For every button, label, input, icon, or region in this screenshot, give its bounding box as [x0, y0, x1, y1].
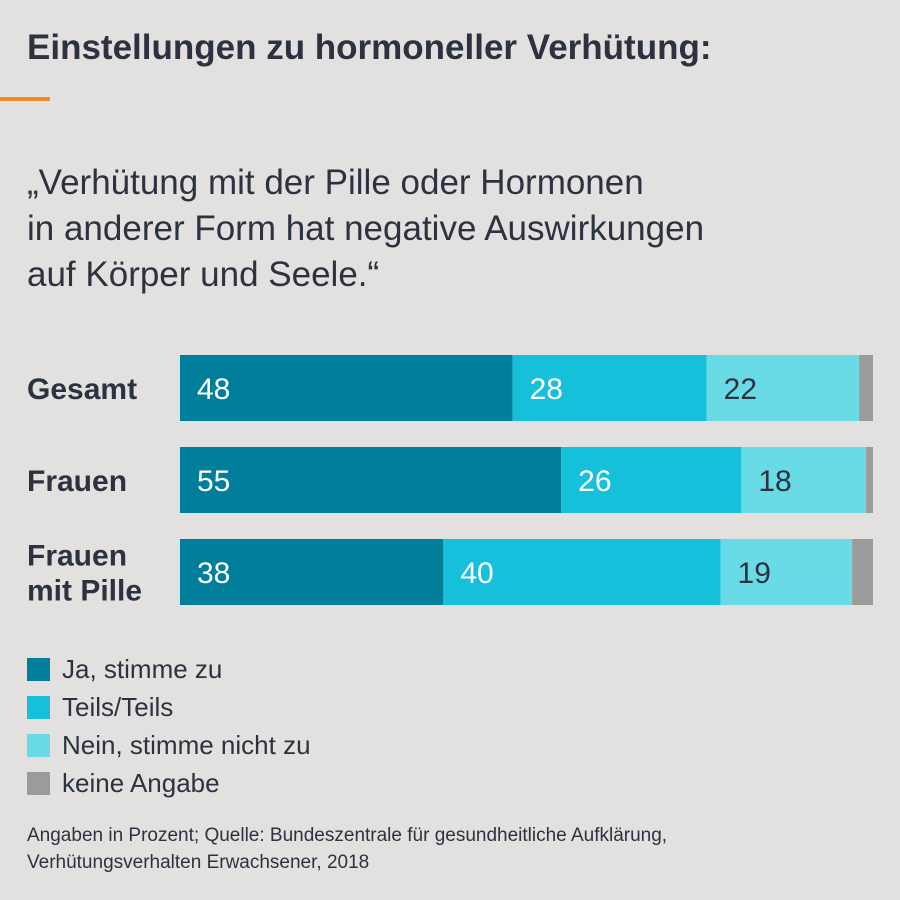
data-label: 48: [197, 373, 230, 406]
legend-swatch: [27, 695, 50, 719]
legend-label: Ja, stimme zu: [62, 653, 223, 684]
bar-row-gesamt: Gesamt 48 28 22: [27, 355, 873, 421]
bar-segment-keine-angabe: [859, 355, 873, 421]
data-label: 19: [738, 557, 771, 590]
data-label: 55: [197, 465, 230, 498]
bar-segment-ja-stimme-zu: [180, 539, 444, 605]
legend-swatch: [27, 657, 50, 681]
data-label: 26: [578, 465, 611, 498]
legend-label: Teils/Teils: [62, 691, 174, 722]
data-label: 22: [724, 373, 757, 406]
title-accent-rule: [0, 97, 50, 101]
category-label: Frauen: [27, 540, 127, 573]
category-label: Frauen: [27, 465, 127, 498]
subtitle-line: auf Körper und Seele.“: [27, 255, 380, 294]
bar-segment-keine-angabe: [866, 447, 873, 513]
bar-segment-ja-stimme-zu: [180, 447, 562, 513]
bar-segment-teils-teils: [443, 539, 721, 605]
category-label: Gesamt: [27, 373, 137, 406]
chart-title: Einstellungen zu hormoneller Verhütung:: [27, 28, 712, 67]
bar-segment-teils-teils: [561, 447, 742, 513]
data-label: 40: [460, 557, 493, 590]
bar-segment-teils-teils: [512, 355, 707, 421]
subtitle-line: in anderer Form hat negative Auswirkunge…: [27, 209, 705, 248]
data-label: 38: [197, 557, 230, 590]
bar-segment-nein-stimme-nicht-zu: [720, 539, 853, 605]
source-line: Angaben in Prozent; Quelle: Bundeszentra…: [27, 825, 668, 846]
data-label: 18: [758, 465, 791, 498]
subtitle-line: „Verhütung mit der Pille oder Hormonen: [27, 163, 644, 202]
legend-swatch: [27, 733, 50, 757]
legend-item-nein: Nein, stimme nicht zu: [27, 726, 527, 764]
data-label: 28: [530, 373, 563, 406]
bar-segment-keine-angabe: [852, 539, 873, 605]
legend-item-ja: Ja, stimme zu: [27, 650, 527, 688]
legend-swatch: [27, 771, 50, 795]
chart-subtitle: „Verhütung mit der Pille oder Hormonen i…: [27, 160, 877, 298]
source-note: Angaben in Prozent; Quelle: Bundeszentra…: [27, 822, 887, 876]
legend-label: keine Angabe: [62, 767, 220, 798]
bar-segment-nein-stimme-nicht-zu: [741, 447, 867, 513]
bar-segment-ja-stimme-zu: [180, 355, 513, 421]
bar-segment-nein-stimme-nicht-zu: [706, 355, 860, 421]
legend-item-teils: Teils/Teils: [27, 688, 527, 726]
legend-label: Nein, stimme nicht zu: [62, 729, 311, 760]
bar-row-frauen: Frauen 55 26 18: [27, 447, 873, 513]
chart-legend: Ja, stimme zu Teils/Teils Nein, stimme n…: [27, 650, 527, 802]
source-line: Verhütungsverhalten Erwachsener, 2018: [27, 852, 370, 873]
category-label: mit Pille: [27, 575, 142, 608]
legend-item-keine-angabe: keine Angabe: [27, 764, 527, 802]
